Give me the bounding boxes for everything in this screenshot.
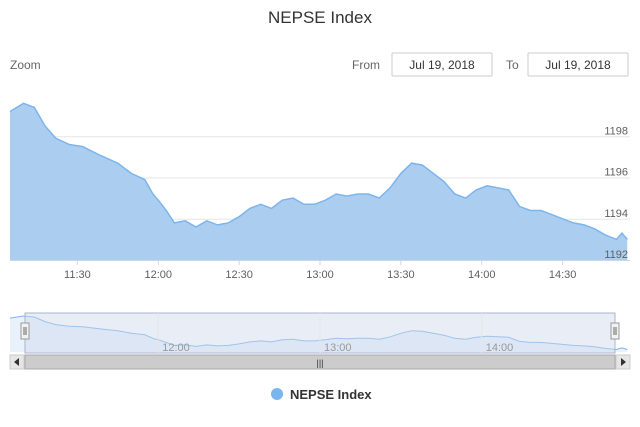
scrollbar-grip: ||| [316,358,323,368]
scrollbar[interactable]: ||| [9,354,631,370]
y-tick-label: 1196 [604,167,628,179]
to-label: To [506,58,519,72]
chart-title: NEPSE Index [268,8,372,27]
navigator-left-handle[interactable] [20,322,30,340]
from-date-input[interactable]: Jul 19, 2018 [391,52,493,77]
navigator-ticks: 12:00 13:00 14:00 [157,313,514,354]
y-axis-ticks: 1192 1194 1196 1198 [604,125,628,261]
legend-item-nepse-index[interactable]: NEPSE Index [271,387,372,402]
navigator-tick-label: 13:00 [324,342,352,354]
series-area-nepse-index [10,103,628,260]
from-date-value: Jul 19, 2018 [409,58,475,72]
x-tick-label: 14:00 [468,269,496,281]
from-label: From [352,58,380,72]
x-tick-label: 13:00 [306,269,334,281]
navigator-right-handle[interactable] [610,322,620,340]
x-tick-label: 13:30 [387,269,415,281]
scrollbar-right-arrow[interactable] [615,354,631,370]
x-tick-label: 14:30 [549,269,577,281]
x-tick-label: 11:30 [64,269,91,281]
y-tick-label: 1194 [604,208,628,220]
y-tick-label: 1192 [604,249,628,261]
scrollbar-left-arrow[interactable] [9,354,25,370]
navigator-series-line [9,315,628,351]
navigator-tick-label: 14:00 [486,342,514,354]
y-tick-label: 1198 [604,125,628,137]
to-date-value: Jul 19, 2018 [545,58,611,72]
to-date-input[interactable]: Jul 19, 2018 [527,52,629,77]
x-axis-ticks: 11:30 12:00 12:30 13:00 13:30 14:00 14:30 [64,260,576,281]
legend-symbol [271,388,283,400]
x-tick-label: 12:00 [144,269,172,281]
zoom-label: Zoom [10,58,41,72]
series-line-nepse-index [9,102,628,241]
legend-label: NEPSE Index [290,387,372,402]
x-tick-label: 12:30 [225,269,253,281]
navigator[interactable]: 12:00 13:00 14:00 [9,312,630,354]
arrow-right-icon [621,358,626,366]
plot-area: 11:30 12:00 12:30 13:00 13:30 14:00 14:30 1192… [9,102,630,281]
scrollbar-thumb[interactable] [24,354,616,370]
arrow-left-icon [14,358,19,366]
navigator-series-area [10,316,628,352]
navigator-tick-label: 12:00 [162,342,190,354]
